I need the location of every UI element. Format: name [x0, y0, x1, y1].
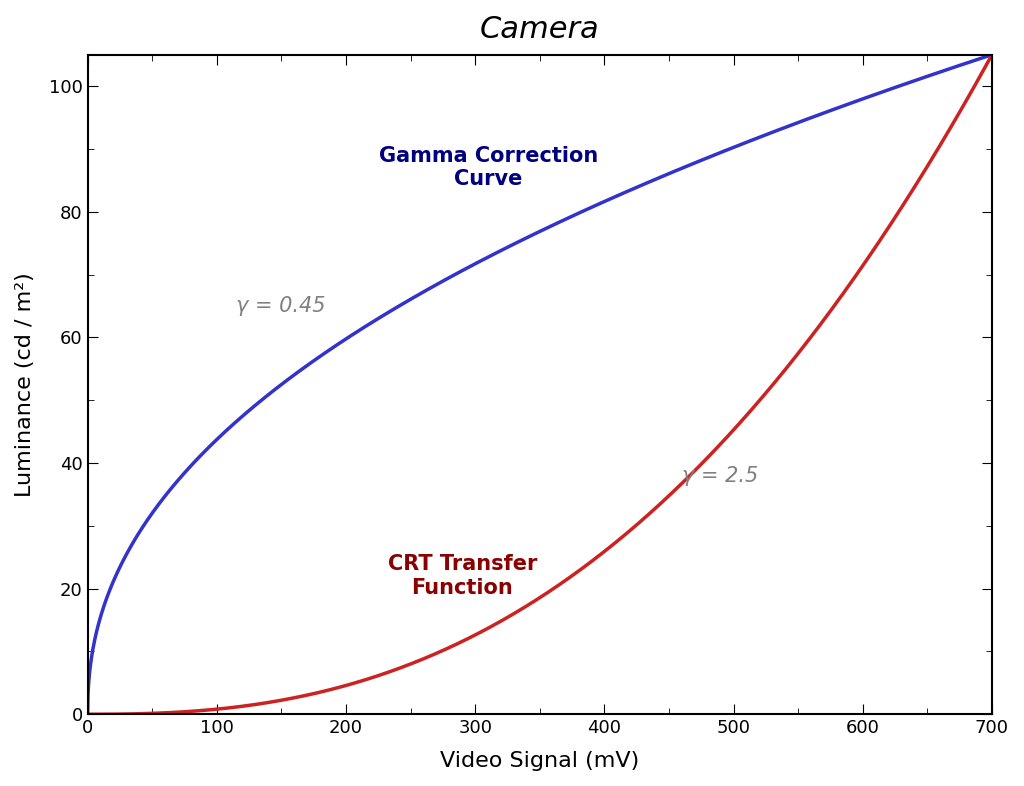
Text: γ = 2.5: γ = 2.5: [682, 465, 758, 486]
Title: Camera: Camera: [480, 15, 600, 44]
Y-axis label: Luminance (cd / m²): Luminance (cd / m²): [15, 272, 35, 497]
X-axis label: Video Signal (mV): Video Signal (mV): [440, 751, 639, 771]
Text: γ = 0.45: γ = 0.45: [237, 296, 326, 316]
Text: CRT Transfer
Function: CRT Transfer Function: [388, 554, 537, 597]
Text: Gamma Correction
Curve: Gamma Correction Curve: [379, 146, 598, 189]
